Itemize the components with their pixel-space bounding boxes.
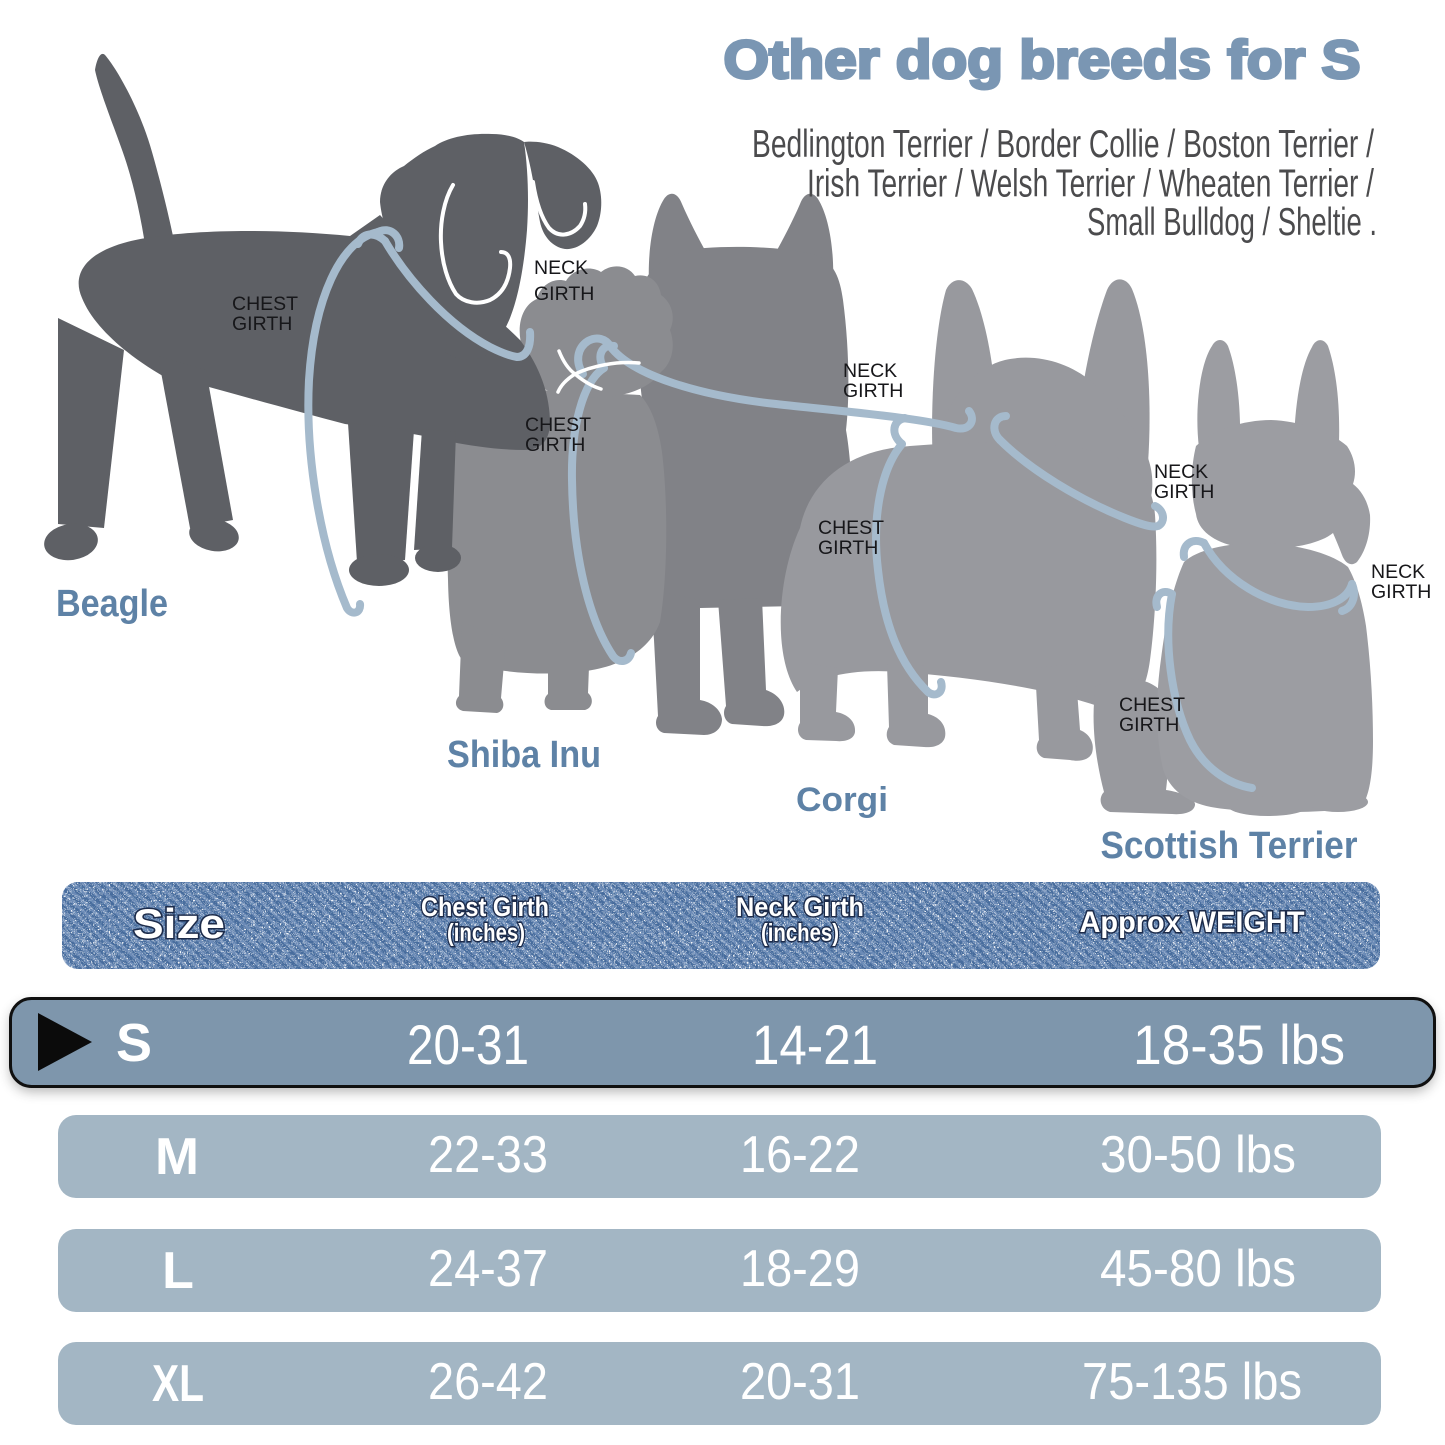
svg-text:20-31: 20-31 bbox=[407, 1013, 529, 1076]
svg-text:Small Bulldog / Sheltie .: Small Bulldog / Sheltie . bbox=[1087, 201, 1377, 244]
svg-text:GIRTH: GIRTH bbox=[1154, 481, 1214, 503]
svg-text:GIRTH: GIRTH bbox=[525, 434, 585, 456]
svg-text:(inches): (inches) bbox=[761, 919, 839, 947]
svg-text:S: S bbox=[116, 1013, 152, 1073]
svg-text:26-42: 26-42 bbox=[428, 1353, 548, 1411]
svg-text:Beagle: Beagle bbox=[56, 583, 168, 625]
svg-text:Corgi: Corgi bbox=[796, 781, 888, 819]
svg-text:GIRTH: GIRTH bbox=[1371, 581, 1431, 603]
svg-text:24-37: 24-37 bbox=[428, 1240, 548, 1298]
svg-text:30-50 lbs: 30-50 lbs bbox=[1100, 1126, 1296, 1184]
svg-text:L: L bbox=[162, 1242, 194, 1300]
svg-text:Scottish Terrier: Scottish Terrier bbox=[1101, 825, 1358, 867]
svg-text:18-29: 18-29 bbox=[740, 1240, 860, 1298]
svg-text:18-35 lbs: 18-35 lbs bbox=[1133, 1013, 1345, 1076]
svg-text:20-31: 20-31 bbox=[740, 1353, 860, 1411]
svg-text:NECK: NECK bbox=[534, 257, 588, 279]
svg-text:CHEST: CHEST bbox=[818, 517, 884, 539]
svg-text:22-33: 22-33 bbox=[428, 1126, 548, 1184]
svg-text:Neck Girth: Neck Girth bbox=[736, 892, 864, 922]
svg-text:Shiba Inu: Shiba Inu bbox=[447, 734, 601, 776]
svg-text:16-22: 16-22 bbox=[740, 1126, 860, 1184]
svg-text:NECK: NECK bbox=[843, 360, 897, 382]
svg-text:CHEST: CHEST bbox=[525, 414, 591, 436]
svg-text:Size: Size bbox=[133, 900, 225, 947]
svg-text:GIRTH: GIRTH bbox=[232, 313, 292, 335]
svg-text:CHEST: CHEST bbox=[232, 293, 298, 315]
svg-text:CHEST: CHEST bbox=[1119, 694, 1185, 716]
svg-text:GIRTH: GIRTH bbox=[818, 537, 878, 559]
svg-text:Chest Girth: Chest Girth bbox=[421, 892, 549, 922]
svg-text:Irish Terrier / Welsh Terrier: Irish Terrier / Welsh Terrier / Wheaten … bbox=[807, 163, 1374, 206]
svg-text:NECK: NECK bbox=[1371, 561, 1425, 583]
svg-text:45-80 lbs: 45-80 lbs bbox=[1100, 1240, 1296, 1298]
svg-text:14-21: 14-21 bbox=[752, 1013, 878, 1076]
svg-text:GIRTH: GIRTH bbox=[534, 283, 594, 305]
svg-text:NECK: NECK bbox=[1154, 461, 1208, 483]
svg-text:GIRTH: GIRTH bbox=[843, 380, 903, 402]
svg-text:Other dog breeds for S: Other dog breeds for S bbox=[724, 30, 1361, 90]
svg-text:(inches): (inches) bbox=[447, 919, 525, 947]
svg-text:Bedlington Terrier / Border Co: Bedlington Terrier / Border Collie / Bos… bbox=[752, 123, 1374, 166]
svg-text:GIRTH: GIRTH bbox=[1119, 714, 1179, 736]
svg-text:75-135 lbs: 75-135 lbs bbox=[1082, 1353, 1302, 1411]
svg-text:Approx WEIGHT: Approx WEIGHT bbox=[1080, 906, 1305, 939]
svg-text:XL: XL bbox=[152, 1355, 204, 1413]
svg-text:M: M bbox=[155, 1128, 199, 1186]
